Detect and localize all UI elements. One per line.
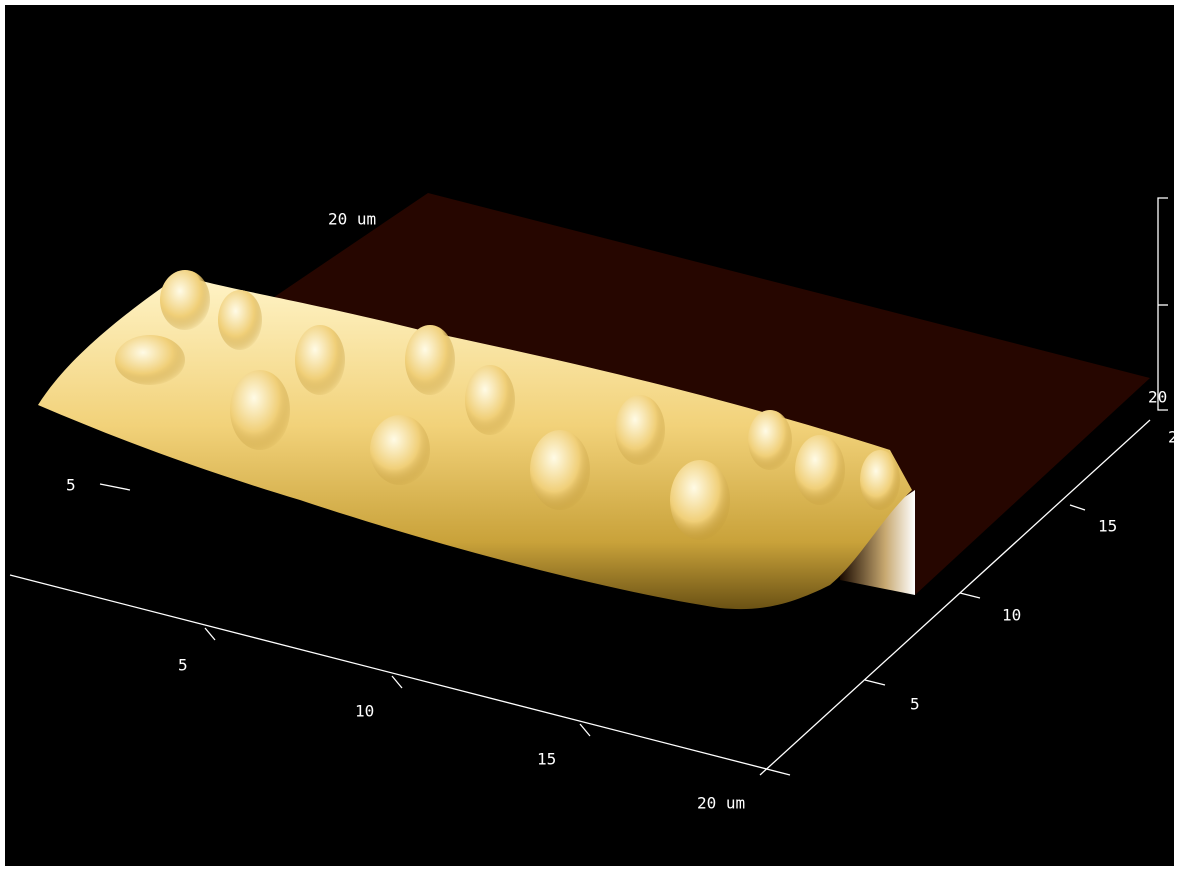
afm-view: 20 um 5 5 10 15 20 um 5 10 15 2 20 [0,0,1179,871]
tick-label: 5 [178,656,188,675]
tick-label: 20 [1148,388,1167,407]
tick-label: 10 [355,702,374,721]
tick-label: 5 [910,695,920,714]
tick-label: 15 [1098,517,1117,536]
page: 20 um 5 5 10 15 20 um 5 10 15 2 20 (() =… [0,0,1179,871]
tick-label: 10 [1002,606,1021,625]
tick-label: 2 [1168,428,1178,447]
tick-label: 5 [66,476,76,495]
tick-label: 20 um [697,794,745,813]
axis-label: 20 um [328,210,376,229]
tick-label: 15 [537,750,556,769]
